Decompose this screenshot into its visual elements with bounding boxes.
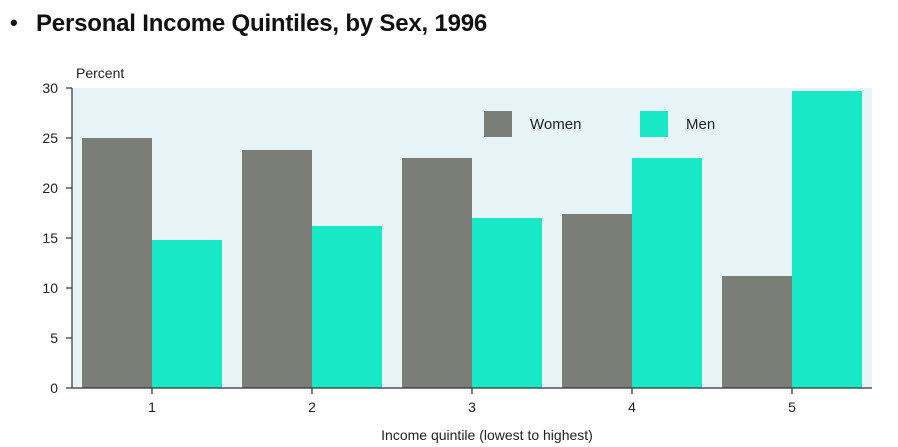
legend-label-women: Women <box>530 116 581 133</box>
bar-men <box>632 158 702 388</box>
bar-men <box>152 240 222 388</box>
bar-women <box>82 138 152 388</box>
bar-men <box>792 91 862 388</box>
bar-women <box>562 214 632 388</box>
title-bullet: • <box>10 10 18 35</box>
y-tick-label: 10 <box>42 280 58 296</box>
y-tick-label: 20 <box>42 180 58 196</box>
bar-men <box>472 218 542 388</box>
y-tick-label: 5 <box>50 330 58 346</box>
x-axis-label: Income quintile (lowest to highest) <box>381 427 593 443</box>
x-tick-label: 1 <box>148 399 156 415</box>
legend-label-men: Men <box>686 116 715 133</box>
y-tick-label: 30 <box>42 80 58 96</box>
y-axis-label: Percent <box>76 65 124 81</box>
legend-swatch-women <box>484 111 512 137</box>
y-axis: 0 5 10 15 20 25 30 <box>42 80 73 396</box>
bar-women <box>722 276 792 388</box>
y-tick-label: 25 <box>42 130 58 146</box>
bar-men <box>312 226 382 388</box>
chart-title: Personal Income Quintiles, by Sex, 1996 <box>36 10 488 37</box>
bars <box>82 91 862 388</box>
x-tick-label: 5 <box>788 399 796 415</box>
x-tick-label: 4 <box>628 399 636 415</box>
legend-swatch-men <box>640 111 668 137</box>
y-tick-label: 15 <box>42 230 58 246</box>
x-tick-label: 2 <box>308 399 316 415</box>
y-tick-label: 0 <box>50 380 58 396</box>
bar-women <box>402 158 472 388</box>
x-axis: 1 2 3 4 5 <box>72 387 872 415</box>
legend: Women Men <box>484 111 715 137</box>
bar-women <box>242 150 312 388</box>
x-tick-label: 3 <box>468 399 476 415</box>
